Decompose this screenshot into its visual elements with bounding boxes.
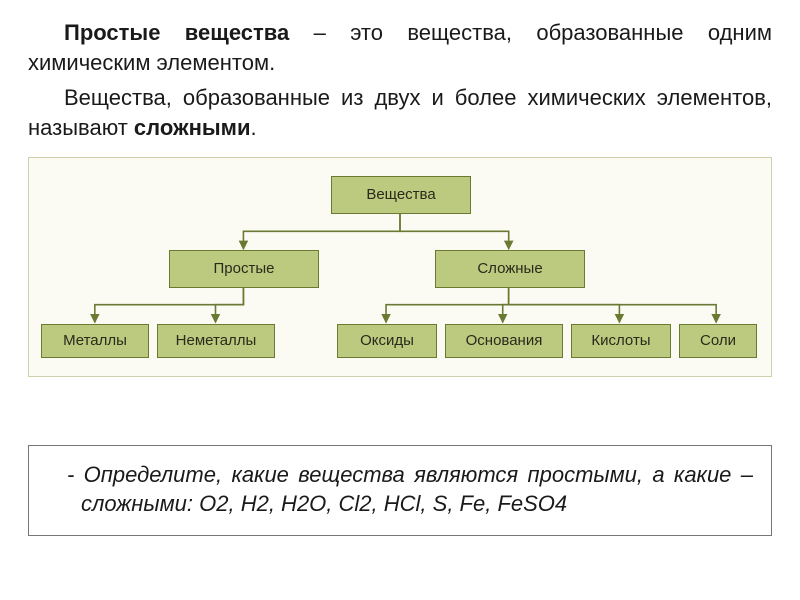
edge-complex-oxides [386,287,509,323]
definition-simple: Простые вещества – это вещества, образов… [28,18,772,77]
edge-complex-salts [509,287,716,323]
edge-root-complex [400,213,509,249]
node-complex: Сложные [435,250,585,288]
edge-complex-acids [509,287,620,323]
term-complex: сложными [134,115,251,140]
node-nonmetals: Неметаллы [157,324,275,358]
node-salts: Соли [679,324,757,358]
substances-tree-diagram: Вещества Простые Сложные МеталлыНеметаллы Ок… [28,157,772,377]
question-text: - Определите, какие вещества являются пр… [47,460,753,519]
edge-simple-metals [95,287,244,323]
edge-complex-bases [503,287,509,323]
definition-complex: Вещества, образованные из двух и более х… [28,83,772,142]
node-oxides: Оксиды [337,324,437,358]
question-formulas: O2, H2, H2O, Cl2, HCl, S, Fe, FeSO4 [199,491,567,516]
edge-root-simple [243,213,400,249]
definition-complex-period: . [250,115,256,140]
term-simple: Простые вещества [64,20,289,45]
node-bases: Основания [445,324,563,358]
node-root: Вещества [331,176,471,214]
node-acids: Кислоты [571,324,671,358]
node-simple: Простые [169,250,319,288]
question-box: - Определите, какие вещества являются пр… [28,445,772,536]
edge-simple-nonmetals [215,287,243,323]
node-metals: Металлы [41,324,149,358]
